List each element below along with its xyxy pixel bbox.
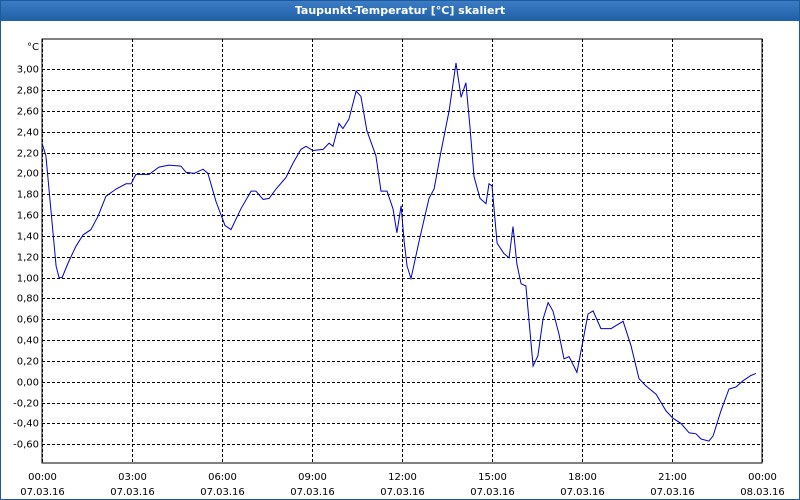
- x-tick-date: 07.03.16: [560, 487, 605, 498]
- x-tick-label: 03:00: [118, 472, 147, 483]
- x-tick-date: 07.03.16: [650, 487, 695, 498]
- data-line: [41, 62, 757, 442]
- y-tick-label: 1,20: [17, 253, 39, 264]
- y-tick-label: 0,60: [17, 315, 39, 326]
- y-tick-label: 1,00: [17, 274, 39, 285]
- y-tick-label: 2,40: [17, 128, 39, 139]
- x-tick-date: 07.03.16: [470, 487, 515, 498]
- x-tick-label: 21:00: [658, 472, 687, 483]
- chart: °C -0,60 -0,40 -0,20 0,00 0,20 0,40 0,60 0,80 1,…: [13, 38, 785, 498]
- y-tick-label: -0,20: [13, 399, 39, 410]
- x-tick-date: 07.03.16: [200, 487, 245, 498]
- y-tick-label: 3,00: [17, 65, 39, 76]
- y-tick-label: 2,20: [17, 149, 39, 160]
- title-bar: Taupunkt-Temperatur [°C] skaliert: [1, 1, 799, 21]
- x-tick-date: 07.03.16: [380, 487, 425, 498]
- y-tick-label: -0,40: [13, 419, 39, 430]
- y-tick-label: 2,60: [17, 107, 39, 118]
- x-tick-label: 09:00: [298, 472, 327, 483]
- x-tick-label: 12:00: [388, 472, 417, 483]
- y-tick-label: 0,80: [17, 294, 39, 305]
- x-tick-date: 07.03.16: [290, 487, 335, 498]
- y-tick-label: 1,80: [17, 190, 39, 201]
- y-tick-label: -0,60: [13, 440, 39, 451]
- y-unit: °C: [27, 42, 39, 53]
- x-tick-label: 15:00: [478, 472, 507, 483]
- y-tick-label: 1,40: [17, 232, 39, 243]
- y-tick-label: 0,20: [17, 357, 39, 368]
- y-tick-label: 0,00: [17, 378, 39, 389]
- x-tick-label: 06:00: [208, 472, 237, 483]
- x-tick-date: 08.03.16: [740, 487, 785, 498]
- x-tick-date: 07.03.16: [110, 487, 155, 498]
- y-tick-label: 1,60: [17, 211, 39, 222]
- x-tick-date: 07.03.16: [20, 487, 65, 498]
- y-tick-label: 2,80: [17, 86, 39, 97]
- x-tick-label: 00:00: [28, 472, 57, 483]
- y-tick-label: 2,00: [17, 169, 39, 180]
- x-tick-label: 18:00: [568, 472, 597, 483]
- x-tick-label: 00:00: [748, 472, 777, 483]
- y-tick-label: 0,40: [17, 336, 39, 347]
